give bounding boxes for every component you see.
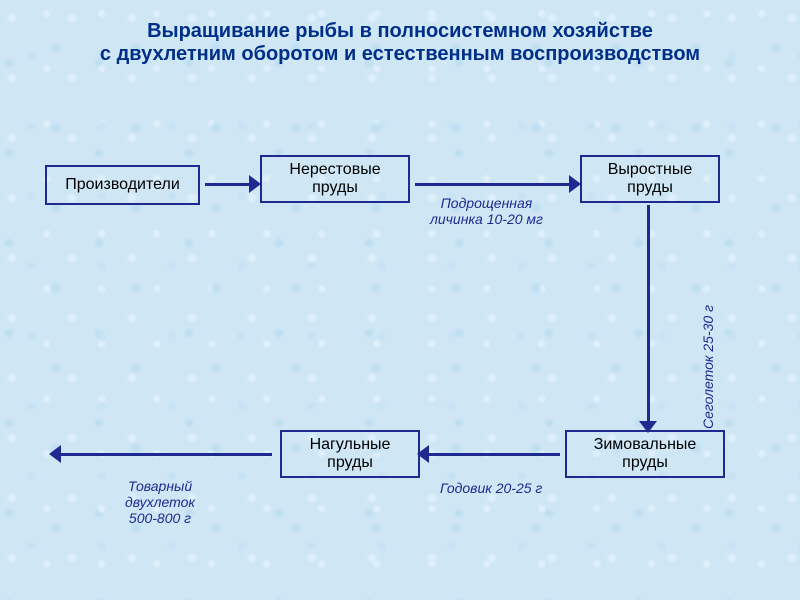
node-spawning: Нерестовыепруды	[260, 155, 410, 203]
edge-label-market: Товарныйдвухлеток500-800 г	[125, 478, 195, 526]
edge-label-yearling2: Годовик 20-25 г	[440, 480, 542, 496]
edge-label-larva: Подрощеннаяличинка 10-20 мг	[430, 195, 543, 227]
arrow-head-feeding_left	[49, 445, 61, 463]
background	[0, 0, 800, 600]
arrow-wintering_left	[428, 453, 560, 456]
page-title: Выращивание рыбы в полносистемном хозяйс…	[80, 20, 720, 66]
node-nursery: Выростныепруды	[580, 155, 720, 203]
node-label: Нагульныепруды	[310, 436, 391, 473]
arrow-spawning_right	[415, 183, 570, 186]
node-wintering: Зимовальныепруды	[565, 430, 725, 478]
arrow-producers_right	[205, 183, 250, 186]
node-label: Выростныепруды	[608, 161, 693, 198]
node-feeding: Нагульныепруды	[280, 430, 420, 478]
node-label: Производители	[65, 176, 180, 194]
arrow-feeding_left	[60, 453, 272, 456]
edge-label-yearling1: Сеголеток 25-30 г	[700, 305, 716, 429]
node-label: Нерестовыепруды	[289, 161, 380, 198]
node-producers: Производители	[45, 165, 200, 205]
node-label: Зимовальныепруды	[594, 436, 697, 473]
arrow-nursery_down	[647, 205, 650, 422]
